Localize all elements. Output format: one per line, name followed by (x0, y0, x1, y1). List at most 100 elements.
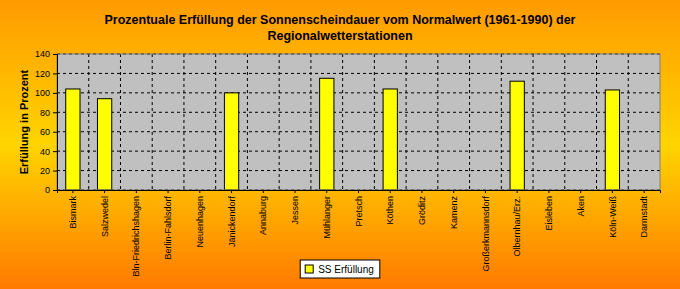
tick-label: 0 (45, 185, 50, 195)
tick: Salzwedel (100, 190, 110, 237)
tick-mark (53, 54, 57, 55)
tick: Gröditz (417, 190, 427, 225)
background (0, 0, 680, 289)
tick: 20 (40, 166, 57, 176)
tick-mark (548, 190, 549, 193)
bars (66, 78, 620, 190)
category-separator (279, 54, 280, 190)
title: Prozentuale Erfüllung der Sonnenscheinda… (105, 13, 576, 43)
tick-mark (580, 190, 581, 193)
tick-mark (421, 190, 422, 193)
legend: SS Erfüllung (300, 260, 380, 278)
grid (57, 54, 660, 190)
tick: Aken (576, 190, 586, 217)
grid-line (57, 73, 660, 74)
tick: Köln-Weiß (608, 190, 618, 238)
tick: Pretsch (354, 190, 364, 227)
tick: 120 (35, 69, 57, 79)
category-separator (437, 54, 438, 190)
tick-label: Annaburg (258, 196, 268, 235)
tick-mark (231, 190, 232, 193)
tick-label: 60 (40, 127, 50, 137)
axis-line (53, 55, 58, 191)
tick: Kamenz (449, 190, 459, 229)
category-separator (628, 54, 629, 190)
tick-mark (485, 190, 486, 193)
tick-mark (53, 132, 57, 133)
tick: Berlin-Fahlsdorf (163, 190, 173, 260)
tick: Bln-Friedrichshagen (131, 190, 141, 277)
tick-label: 40 (40, 147, 50, 157)
tick-mark (326, 190, 327, 193)
category-separator (120, 54, 121, 190)
tick-label: Großerkmannsdorf (481, 196, 491, 272)
tick-label: Köln-Weiß (608, 196, 618, 238)
tick: Eisleben (544, 190, 554, 231)
bar (605, 90, 619, 190)
tick-mark (644, 190, 645, 193)
category-separator (183, 54, 184, 190)
tick-mark (612, 190, 613, 193)
bar (97, 99, 111, 190)
grid-line (57, 131, 660, 132)
tick-label: Jänickendorf (227, 196, 237, 248)
legend-label: SS Erfüllung (318, 264, 374, 275)
tick-label: Gröditz (417, 196, 427, 226)
category-separator (533, 54, 534, 190)
category-separator (342, 54, 343, 190)
category-separator (310, 54, 311, 190)
tick: Annaburg (258, 190, 268, 235)
tick-mark (53, 171, 57, 172)
category-separator (501, 54, 502, 190)
tick-mark (390, 190, 391, 193)
tick-mark (72, 190, 73, 193)
grid-line (57, 112, 660, 113)
tick: 100 (35, 88, 57, 98)
category-separator (88, 54, 89, 190)
tick-label: 140 (35, 49, 50, 59)
tick: Darmstadt (639, 190, 649, 238)
tick-mark (53, 112, 57, 113)
tick-label: 20 (40, 166, 50, 176)
grid-line (57, 92, 660, 93)
tick-mark (263, 190, 264, 193)
bar (320, 78, 334, 190)
tick: Neuenhagen (195, 190, 205, 248)
tick: Großerkmannsdorf (481, 190, 491, 272)
y-axis-title: Erfüllung in Prozent (18, 69, 30, 174)
tick-label: Darmstadt (639, 196, 649, 238)
category-separator (564, 54, 565, 190)
tick-mark (295, 190, 296, 193)
tick-mark (358, 190, 359, 193)
tick: Köthen (385, 190, 395, 225)
tick: Bismark (68, 190, 78, 229)
plot-area (57, 54, 660, 190)
tick-label: Pretsch (354, 196, 364, 227)
tick-mark (199, 190, 200, 193)
title-line: Prozentuale Erfüllung der Sonnenscheinda… (105, 13, 576, 27)
tick-label: Aken (576, 196, 586, 217)
category-separator (152, 54, 153, 190)
tick-label: Mühlanger (322, 196, 332, 239)
category-separator (469, 54, 470, 190)
tick: Jänickendorf (227, 190, 237, 247)
bar (224, 93, 238, 190)
bar (66, 89, 80, 190)
category-separator (596, 54, 597, 190)
tick-mark (53, 93, 57, 94)
grid-line (57, 170, 660, 171)
tick-mark (53, 190, 57, 191)
tick-label: Bln-Friedrichshagen (131, 196, 141, 277)
tick-label: 80 (40, 108, 50, 118)
tick-mark (136, 190, 137, 193)
plot-frame (57, 54, 660, 190)
category-separator (374, 54, 375, 190)
tick: 60 (40, 127, 57, 137)
tick: 80 (40, 108, 57, 118)
category-separator (215, 54, 216, 190)
tick-label: Olbernhau/Erz. (512, 196, 522, 257)
tick: 40 (40, 147, 57, 157)
legend-box (300, 260, 380, 278)
title-line: Regionalwetterstationen (267, 29, 412, 43)
tick-label: 120 (35, 69, 50, 79)
